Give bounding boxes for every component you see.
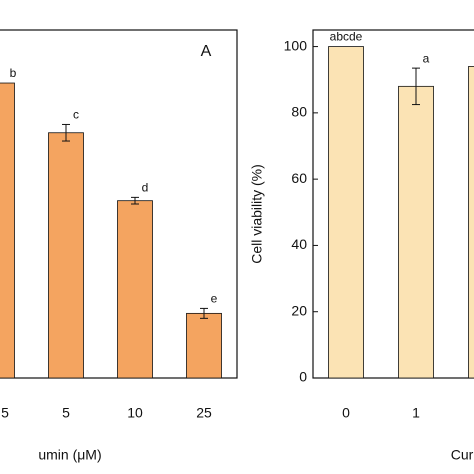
x-axis-label: Cur [451, 447, 474, 463]
y-tick-label: 0 [299, 369, 307, 385]
y-tick-label: 40 [291, 236, 307, 252]
x-tick-label: 5 [62, 405, 70, 421]
bar [48, 132, 84, 379]
y-tick-label: 60 [291, 170, 307, 186]
y-axis-label: Cell viability (%) [249, 164, 265, 264]
significance-label: a [423, 51, 430, 65]
panel-label: A [201, 43, 212, 60]
x-tick-label: 10 [127, 405, 143, 421]
y-tick-label: 80 [291, 104, 307, 120]
significance-label: b [10, 66, 17, 80]
x-tick-label: 1 [412, 405, 420, 421]
significance-label: c [73, 108, 79, 122]
significance-label: d [142, 181, 149, 195]
significance-label: e [211, 292, 218, 306]
bar [117, 200, 153, 379]
bar [398, 85, 434, 379]
x-tick-label: 0 [342, 405, 350, 421]
x-axis-label: umin (μM) [38, 447, 101, 463]
bar [468, 66, 474, 379]
y-tick-label: 20 [291, 302, 307, 318]
bar [186, 312, 222, 379]
x-tick-label: 25 [196, 405, 212, 421]
plot-frame [0, 29, 238, 379]
bar [328, 46, 364, 379]
y-tick-label: 100 [284, 37, 308, 53]
x-tick-label: 5 [1, 405, 9, 421]
significance-label: abcde [330, 30, 363, 44]
bar [0, 82, 15, 379]
